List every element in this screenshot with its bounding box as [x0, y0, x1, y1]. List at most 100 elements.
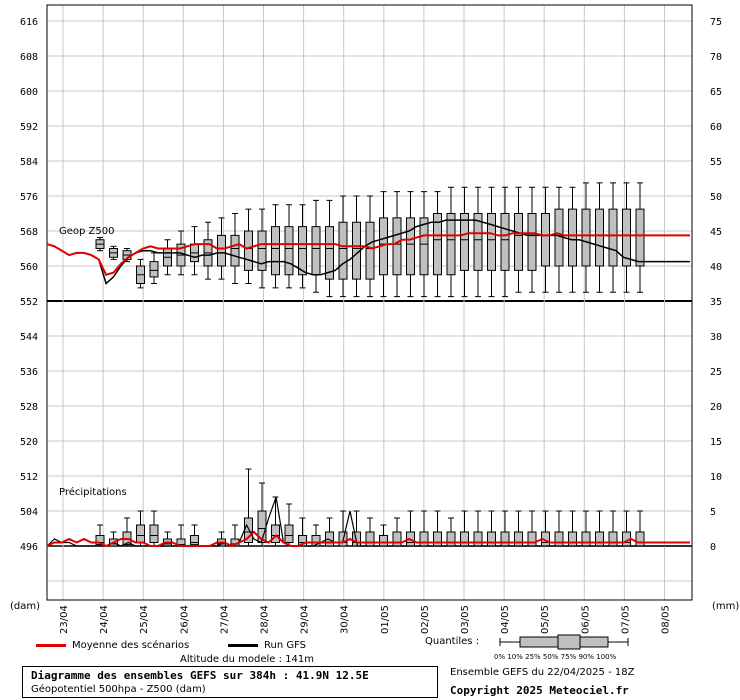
z500-box: [365, 221, 375, 280]
y-left-tick: 560: [20, 262, 38, 273]
precip-box: [554, 531, 564, 547]
y-left-tick: 520: [20, 437, 38, 448]
plot-border: [46, 4, 693, 601]
x-tick-label: 25/04: [139, 605, 150, 634]
z500-box: [460, 213, 469, 271]
z500-box: [230, 234, 240, 267]
altitude-label: Altitude du modele : 141m: [180, 654, 314, 665]
precip-box: [608, 531, 618, 547]
x-tick-label: 24/04: [99, 605, 110, 634]
y-right-tick: 75: [710, 17, 722, 28]
z500-box: [406, 217, 415, 276]
legend-gfs-label: Run GFS: [264, 640, 307, 651]
z500-box: [311, 226, 321, 276]
z500-box: [568, 208, 577, 267]
precip-box: [433, 531, 442, 547]
precip-box: [95, 535, 105, 546]
precip-box: [500, 531, 510, 547]
y-right-tick: 50: [710, 192, 722, 203]
y-right-tick: 5: [710, 507, 716, 518]
x-tick-label: 04/05: [500, 605, 511, 634]
legend-gfs: Run GFS: [228, 640, 306, 651]
y-left-tick: 552: [20, 297, 38, 308]
z500-box: [595, 208, 604, 267]
y-right-tick: 35: [710, 297, 722, 308]
z500-box: [608, 208, 618, 267]
precip-box: [149, 524, 159, 543]
legend-quantiles-label: Quantiles :: [425, 636, 480, 647]
precip-box: [460, 531, 469, 547]
z500-box: [257, 230, 267, 271]
z500-box: [500, 213, 510, 271]
y-left-tick: 536: [20, 367, 38, 378]
z500-box: [149, 261, 159, 278]
precip-box: [527, 531, 537, 547]
legend-mean: Moyenne des scénarios: [36, 640, 189, 651]
y-left-tick: 496: [20, 542, 38, 553]
y-left-tick: 616: [20, 17, 38, 28]
precip-box: [365, 531, 375, 547]
precip-box: [568, 531, 577, 547]
x-tick-label: 30/04: [340, 605, 351, 634]
x-tick-label: 02/05: [420, 605, 431, 634]
x-tick-label: 23/04: [59, 605, 70, 634]
z500-box: [635, 208, 645, 267]
y-left-tick: 512: [20, 472, 38, 483]
precip-box: [514, 531, 523, 547]
x-tick-label: 28/04: [260, 605, 271, 634]
precip-box: [487, 531, 496, 547]
y-right-tick: 40: [710, 262, 722, 273]
precip-box: [419, 531, 429, 547]
x-tick-label: 06/05: [580, 605, 591, 634]
x-tick-label: 01/05: [380, 605, 391, 634]
x-tick-label: 29/04: [300, 605, 311, 634]
precip-mean-line: [46, 530, 690, 548]
y-right-tick: 65: [710, 87, 722, 98]
precip-box: [311, 535, 321, 547]
copyright: Copyright 2025 Meteociel.fr: [450, 684, 629, 697]
z500-box: [392, 217, 402, 276]
upper-panel-label: Geop Z500: [59, 226, 114, 237]
legend-quantiles-scale: 0% 10% 25% 50% 75% 90% 100%: [494, 653, 617, 661]
x-tick-label: 27/04: [219, 605, 230, 634]
precip-box: [581, 531, 591, 547]
y-right-unit: (mm): [712, 601, 739, 612]
z500-box: [514, 213, 523, 271]
z500-box: [298, 226, 307, 276]
precip-box: [446, 531, 456, 547]
x-tick-label: 03/05: [460, 605, 471, 634]
precip-box: [473, 531, 483, 547]
y-left-tick: 576: [20, 192, 38, 203]
caption-box: Diagramme des ensembles GEFS sur 384h : …: [22, 666, 438, 698]
z500-box: [217, 234, 226, 267]
legend-quantiles-box: [499, 634, 629, 650]
z500-box: [527, 213, 537, 271]
y-right-tick: 45: [710, 227, 722, 238]
z500-box: [433, 213, 442, 276]
y-right-tick: 30: [710, 332, 722, 343]
y-left-tick: 544: [20, 332, 38, 343]
y-left-tick: 528: [20, 402, 38, 413]
z500-box: [541, 213, 550, 267]
y-left-tick: 584: [20, 157, 38, 168]
lower-panel-label: Précipitations: [59, 486, 127, 498]
x-tick-label: 26/04: [179, 605, 190, 634]
y-right-tick: 20: [710, 402, 722, 413]
x-tick-label: 07/05: [620, 605, 631, 634]
precip-box: [379, 535, 388, 547]
chart-title: Diagramme des ensembles GEFS sur 384h : …: [31, 669, 369, 682]
precip-box: [325, 531, 334, 547]
z500-box: [284, 226, 294, 276]
y-right-tick: 60: [710, 122, 722, 133]
z500-box: [581, 208, 591, 267]
y-right-tick: 0: [710, 542, 716, 553]
y-right-tick: 15: [710, 437, 722, 448]
y-left-tick: 600: [20, 87, 38, 98]
z500-box: [622, 208, 631, 267]
z500-gfs-line: [46, 219, 690, 285]
chart-subtitle: Géopotentiel 500hpa - Z500 (dam): [31, 684, 206, 695]
z500-box: [244, 230, 253, 271]
z500-box: [419, 217, 429, 276]
z500-box: [271, 226, 280, 276]
